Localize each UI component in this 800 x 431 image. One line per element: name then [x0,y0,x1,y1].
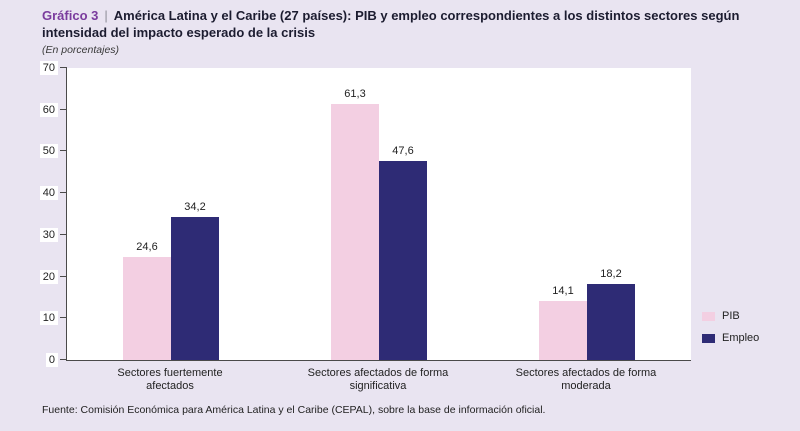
legend-label: PIB [722,310,740,322]
plot-area: 24,6 34,2 61,3 47,6 14,1 18,2 0 10 20 30 40 50 60 70 [39,61,691,367]
bar-value-label: 47,6 [392,145,414,158]
y-axis-label: 50 [39,144,58,159]
chart-title: Gráfico 3 | América Latina y el Caribe (27… [42,7,768,41]
bar-groups: 24,6 34,2 61,3 47,6 14,1 18,2 [67,68,691,360]
y-axis-label: 30 [39,227,58,242]
category-label: Sectores fuertemente afectados [117,367,223,392]
legend-swatch [702,311,715,321]
bar-pair: 24,6 34,2 [123,201,219,360]
y-axis-tick [60,317,67,319]
y-axis-label: 20 [39,269,58,284]
y-axis-tick [60,233,67,235]
y-axis-tick [60,192,67,194]
bar-pib: 14,1 [539,285,587,360]
chart-title-text: América Latina y el Caribe (27 países): … [42,8,740,40]
bar-group: 24,6 34,2 [67,68,275,360]
bar-pib: 61,3 [331,88,379,360]
y-axis-tick [60,359,67,360]
category-label: Sectores afectados de forma significativ… [307,367,449,392]
bar-pib: 24,6 [123,241,171,360]
bar-group: 14,1 18,2 [483,68,691,360]
legend-item-empleo: Empleo [702,332,759,344]
category-label: Sectores afectados de forma moderada [515,367,657,392]
y-axis-label: 40 [39,186,58,201]
legend-item-pib: PIB [702,310,759,322]
legend-swatch [702,333,715,343]
bar-empleo: 18,2 [587,268,635,360]
bar-value-label: 18,2 [600,268,622,281]
legend-label: Empleo [722,332,760,344]
y-axis-tick [60,108,67,110]
y-axis-label: 60 [39,102,58,117]
chart-legend: PIB Empleo [702,310,759,354]
x-axis-labels: Sectores fuertemente afectados Sectores a… [66,367,690,393]
bar-pair: 61,3 47,6 [331,88,427,360]
bar-empleo: 47,6 [379,145,427,360]
y-axis-tick [60,150,67,152]
y-axis-tick [60,67,67,68]
bar-value-label: 14,1 [552,285,574,298]
chart-header: Gráfico 3 | América Latina y el Caribe (27… [42,7,768,56]
y-axis-label: 70 [39,61,58,75]
bar-value-label: 24,6 [136,241,158,254]
y-axis-label: 10 [39,311,58,326]
y-axis-label: 0 [45,353,58,367]
bar-empleo: 34,2 [171,201,219,360]
bar-group: 61,3 47,6 [275,68,483,360]
bar-value-label: 34,2 [184,201,206,214]
bar-value-label: 61,3 [344,88,366,101]
bar-pair: 14,1 18,2 [539,268,635,360]
source-note: Fuente: Comisión Económica para América … [42,404,546,416]
chart-subtitle: (En porcentajes) [42,44,120,56]
figure-label: Gráfico 3 [42,8,99,23]
title-separator: | [104,8,108,23]
y-axis-tick [60,275,67,277]
